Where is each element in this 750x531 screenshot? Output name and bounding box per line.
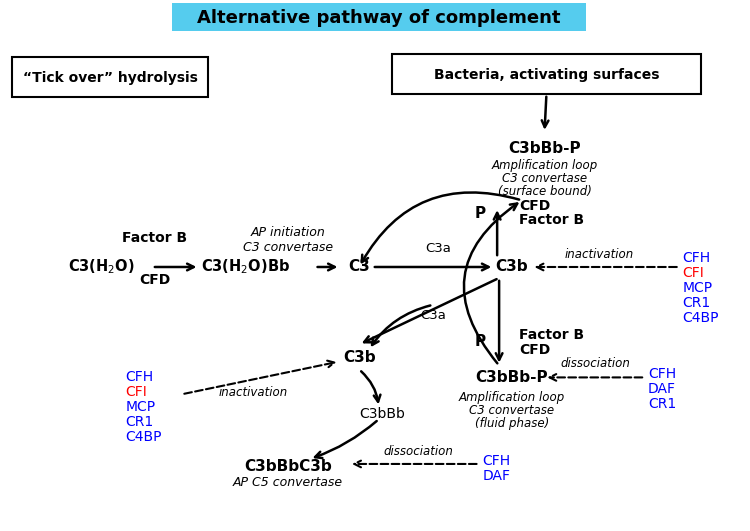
Text: C3 convertase: C3 convertase [243,241,333,254]
Text: C3b: C3b [496,260,528,275]
Text: Alternative pathway of complement: Alternative pathway of complement [197,10,560,27]
Text: Factor B: Factor B [519,328,584,341]
Text: MCP: MCP [125,400,155,414]
FancyBboxPatch shape [392,54,701,94]
Text: DAF: DAF [648,382,676,396]
Text: C3a: C3a [420,309,446,322]
Text: CR1: CR1 [125,415,154,429]
Text: Amplification loop: Amplification loop [491,159,598,172]
Text: C3b: C3b [343,350,376,365]
Text: Factor B: Factor B [122,231,188,245]
Text: C3: C3 [348,260,370,275]
Text: C3(H$_2$O): C3(H$_2$O) [68,258,135,276]
Text: C3bBb-P: C3bBb-P [476,370,548,385]
FancyBboxPatch shape [12,57,208,97]
Text: C3 convertase: C3 convertase [470,404,554,417]
Text: CR1: CR1 [682,296,711,310]
Text: C3bBb-P: C3bBb-P [509,141,580,156]
Text: C3(H$_2$O)Bb: C3(H$_2$O)Bb [201,258,290,276]
Text: MCP: MCP [682,281,712,295]
Text: CFH: CFH [482,454,511,468]
Text: CFH: CFH [125,371,154,384]
Text: CFH: CFH [682,251,711,265]
Text: P: P [475,334,486,349]
Text: Factor B: Factor B [519,213,584,227]
Text: CFD: CFD [519,342,550,356]
Text: P: P [475,206,486,221]
Text: CFD: CFD [140,273,170,287]
Text: CFI: CFI [682,266,704,280]
Text: C3bBbC3b: C3bBbC3b [244,459,332,474]
Text: Amplification loop: Amplification loop [459,391,565,404]
Text: (surface bound): (surface bound) [497,185,592,198]
Text: CFI: CFI [125,386,147,399]
Text: AP C5 convertase: AP C5 convertase [233,476,344,490]
Text: C3bBb: C3bBb [359,407,405,421]
Text: C3 convertase: C3 convertase [502,172,587,185]
Text: (fluid phase): (fluid phase) [475,417,549,430]
Text: DAF: DAF [482,469,510,483]
Text: C4BP: C4BP [125,430,162,444]
Text: inactivation: inactivation [564,247,633,261]
Text: CFD: CFD [519,199,550,213]
Text: C3a: C3a [425,242,451,254]
Bar [172,3,586,31]
Text: “Tick over” hydrolysis: “Tick over” hydrolysis [23,71,198,85]
Text: AP initiation: AP initiation [251,226,326,238]
Text: CFH: CFH [648,367,676,381]
Text: CR1: CR1 [648,397,676,412]
Text: inactivation: inactivation [219,386,288,399]
Text: dissociation: dissociation [561,357,631,370]
Text: dissociation: dissociation [383,444,453,458]
Text: Bacteria, activating surfaces: Bacteria, activating surfaces [433,68,659,82]
Text: C4BP: C4BP [682,311,719,325]
